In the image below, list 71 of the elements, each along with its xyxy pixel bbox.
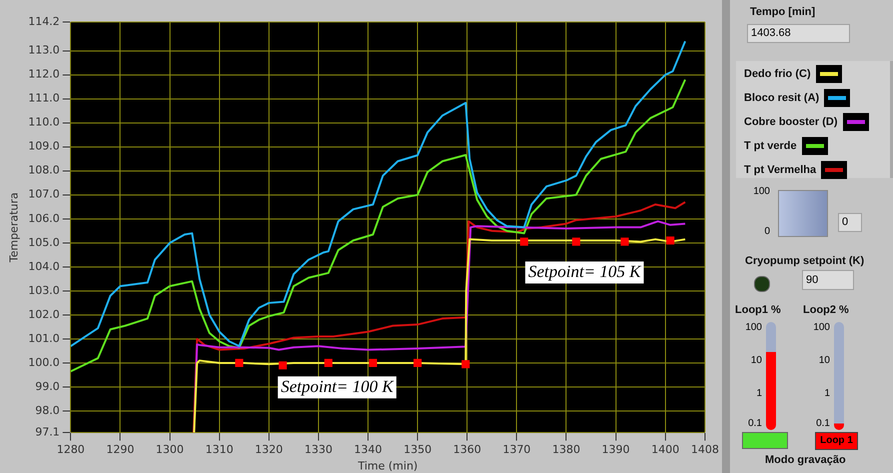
point [620, 238, 629, 246]
text: 0.1 [747, 418, 762, 429]
y-tick-label: 108.0 [28, 164, 60, 177]
annotation: Setpoint= 100 K [280, 376, 396, 396]
text: 90 [802, 270, 854, 290]
x-tick-label: 1408 [691, 443, 720, 456]
text: 0.1 [815, 418, 830, 429]
y-tick-label: 106.0 [28, 212, 60, 225]
text: 0 [763, 226, 770, 237]
text: 10 [750, 355, 762, 366]
text: Loop1 % [735, 304, 781, 316]
annotation: Setpoint= 105 K [528, 262, 642, 281]
x-tick-label: 1380 [552, 443, 580, 456]
x-tick-label: 1360 [453, 443, 482, 456]
y-tick-label: 113.0 [28, 44, 60, 57]
y-tick-label: 98.0 [35, 404, 60, 417]
y-tick-label: 97.1 [35, 425, 60, 438]
y-tick-label: 105.0 [28, 236, 60, 249]
point [462, 360, 470, 368]
x-tick-label: 1350 [404, 443, 432, 456]
text: 100 [752, 186, 770, 197]
x-tick-label: 1280 [56, 443, 85, 456]
x-tick-label: 1390 [602, 443, 630, 456]
text: 0 [838, 213, 862, 232]
y-tick-label: 103.0 [28, 284, 60, 297]
text: 1 [823, 388, 830, 399]
x-axis-title: Time (min) [356, 459, 418, 472]
y-tick-label: 107.0 [28, 188, 60, 201]
x-tick-label: 1330 [304, 443, 332, 456]
legend-label: T pt Vermelha [744, 164, 816, 176]
point [414, 358, 422, 367]
point [520, 238, 528, 246]
point [368, 358, 378, 367]
legend-label: Dedo frio (C) [744, 68, 811, 80]
x-tick-label: 1340 [354, 443, 382, 456]
text: 100 [812, 322, 830, 333]
text: Tempo [min] [750, 6, 816, 18]
point [278, 361, 287, 370]
point [572, 238, 580, 246]
text: 1 [755, 388, 762, 399]
point [324, 358, 332, 367]
x-tick-label: 1400 [651, 443, 680, 456]
text: 10 [818, 355, 830, 366]
text: Modo gravação [765, 454, 846, 466]
text: Loop 1 [815, 432, 858, 450]
text: setpoint (K) [803, 255, 864, 267]
y-tick-label: 114.2 [28, 14, 60, 28]
y-tick-label: 111.0 [28, 92, 60, 105]
y-tick-label: 112.0 [28, 68, 60, 81]
point [235, 358, 244, 367]
y-axis-title: Temperatura [7, 192, 20, 264]
legend-label: Bloco resit (A) [744, 92, 820, 104]
text: 100 [744, 322, 762, 333]
text: Cryopump [745, 255, 800, 267]
y-tick-label: 100.0 [28, 356, 60, 369]
y-tick-label: 102.0 [28, 308, 60, 321]
y-tick-label: 109.0 [28, 140, 60, 153]
x-tick-label: 1370 [502, 443, 531, 456]
y-tick-label: 99.0 [35, 380, 60, 393]
x-tick-label: 1320 [254, 443, 283, 456]
x-tick-label: 1290 [106, 443, 134, 456]
x-tick-label: 1300 [156, 443, 184, 456]
y-tick-label: 104.0 [28, 260, 60, 273]
y-tick-label: 110.0 [28, 116, 60, 129]
legend-label: Cobre booster (D) [744, 116, 838, 128]
legend-label: T pt verde [744, 140, 797, 152]
text: Loop2 % [803, 304, 849, 316]
text: 1403.68 [747, 24, 850, 43]
point [666, 236, 674, 245]
y-tick-label: 101.0 [28, 332, 60, 345]
x-tick-label: 1310 [205, 443, 234, 456]
